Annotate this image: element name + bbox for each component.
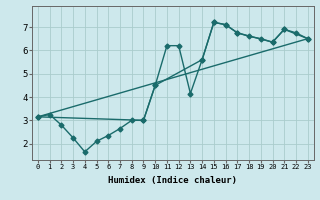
X-axis label: Humidex (Indice chaleur): Humidex (Indice chaleur) <box>108 176 237 185</box>
